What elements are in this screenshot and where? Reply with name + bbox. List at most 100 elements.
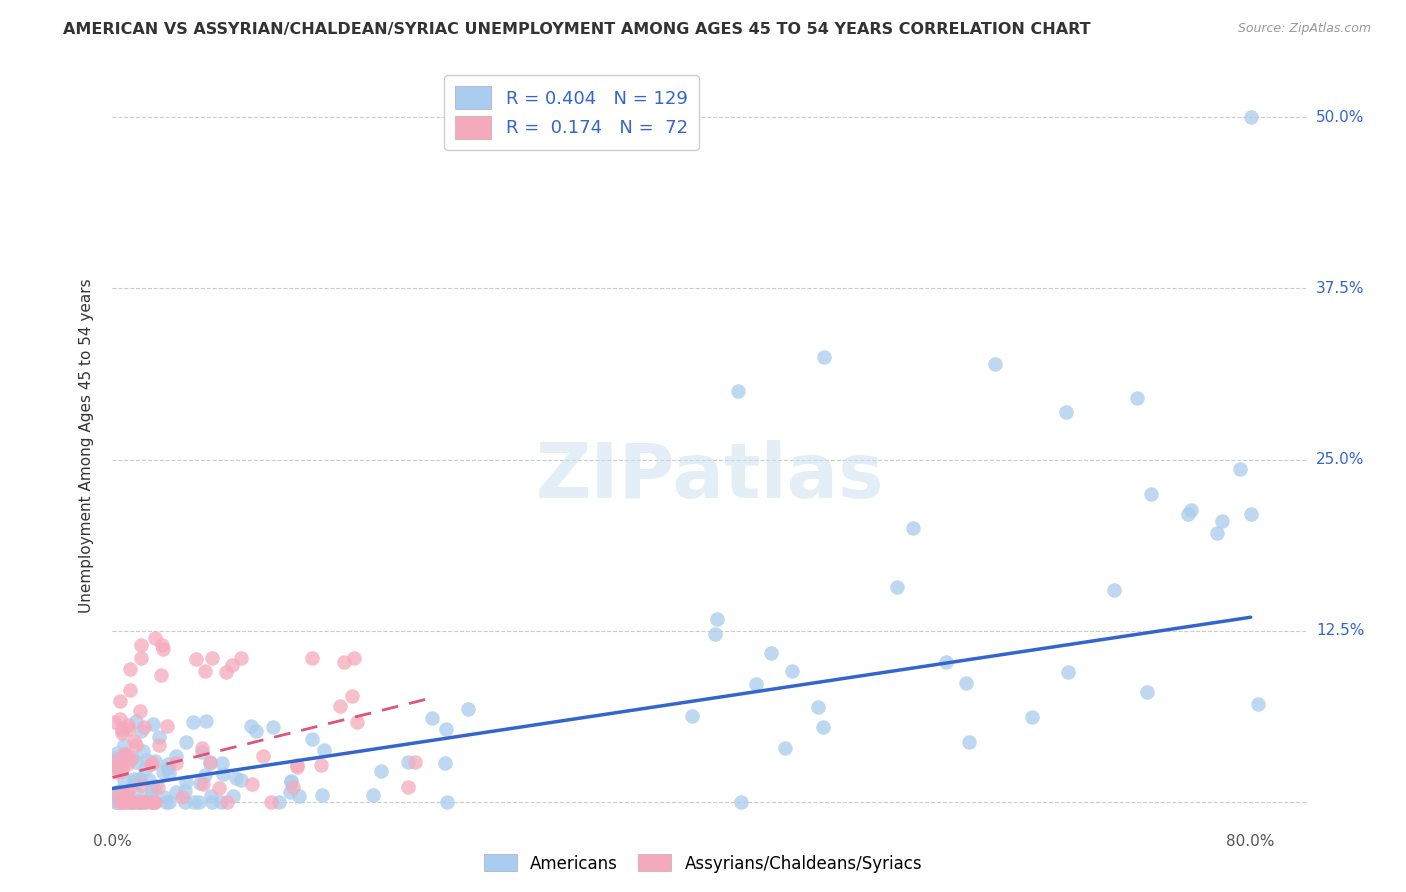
Point [194,664,217,678]
Point [117,722,139,736]
Point [132,720,155,734]
Point [1126,391,1149,405]
Point [129,651,152,665]
Point [105,754,128,768]
Point [681,709,703,723]
Point [730,795,752,809]
Point [128,795,150,809]
Point [191,740,214,755]
Point [278,785,301,799]
Point [434,756,457,770]
Point [165,756,187,771]
Point [773,740,796,755]
Text: Source: ZipAtlas.com: Source: ZipAtlas.com [1237,22,1371,36]
Point [269,795,291,809]
Point [124,714,146,728]
Point [110,795,132,809]
Point [105,764,128,779]
Point [260,795,283,809]
Point [129,723,152,738]
Point [280,773,302,788]
Point [209,795,232,809]
Point [346,714,368,729]
Point [761,646,783,660]
Point [935,655,957,669]
Point [174,795,197,809]
Point [198,756,221,770]
Point [222,789,245,804]
Point [115,785,138,799]
Point [191,744,214,758]
Point [122,772,145,786]
Point [404,755,426,769]
Text: 25.0%: 25.0% [1316,452,1364,467]
Point [744,677,766,691]
Point [370,764,392,778]
Point [333,656,356,670]
Point [173,784,195,798]
Point [104,758,127,772]
Point [245,723,267,738]
Point [146,780,169,794]
Point [141,756,163,771]
Point [122,734,145,748]
Point [156,719,179,733]
Point [132,744,155,758]
Point [114,795,136,809]
Point [1211,514,1233,528]
Point [1229,462,1251,476]
Point [311,757,333,772]
Point [314,743,336,757]
Point [141,788,163,802]
Point [148,730,170,744]
Point [141,795,163,809]
Point [120,662,142,676]
Point [172,790,194,805]
Point [225,771,247,785]
Point [153,790,176,805]
Point [110,795,132,809]
Point [155,795,177,809]
Point [120,795,142,809]
Point [1247,697,1270,711]
Point [127,787,149,801]
Point [201,651,224,665]
Point [105,787,128,801]
Point [112,772,135,787]
Point [1240,110,1263,124]
Point [143,795,166,809]
Point [156,757,179,772]
Point [112,795,135,809]
Point [165,785,187,799]
Point [115,793,138,807]
Point [118,683,141,698]
Point [111,723,134,737]
Point [141,782,163,797]
Point [782,664,804,678]
Point [157,761,180,775]
Legend: Americans, Assyrians/Chaldeans/Syriacs: Americans, Assyrians/Chaldeans/Syriacs [477,847,929,880]
Point [122,795,145,809]
Point [110,756,132,771]
Point [813,720,835,734]
Y-axis label: Unemployment Among Ages 45 to 54 years: Unemployment Among Ages 45 to 54 years [79,278,94,614]
Point [240,718,263,732]
Point [129,795,152,809]
Point [120,795,142,809]
Point [240,777,263,791]
Point [125,738,148,752]
Point [108,783,131,797]
Point [157,766,180,780]
Point [103,751,125,765]
Point [396,755,419,769]
Point [281,780,304,794]
Point [221,657,243,672]
Point [105,795,128,809]
Point [134,762,156,776]
Point [142,716,165,731]
Point [420,711,443,725]
Point [207,780,229,795]
Point [150,638,173,652]
Point [287,759,309,773]
Point [1180,503,1202,517]
